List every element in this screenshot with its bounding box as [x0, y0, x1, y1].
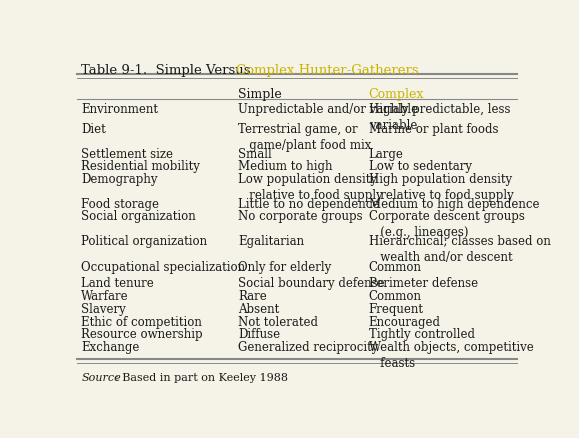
Text: Demography: Demography: [81, 173, 158, 186]
Text: Diet: Diet: [81, 124, 106, 136]
Text: Common: Common: [368, 290, 422, 303]
Text: Ethic of competition: Ethic of competition: [81, 316, 202, 328]
Text: Wealth objects, competitive
   feasts: Wealth objects, competitive feasts: [368, 341, 533, 370]
Text: Simple: Simple: [239, 88, 282, 101]
Text: Low to sedentary: Low to sedentary: [368, 160, 471, 173]
Text: Small: Small: [239, 148, 272, 161]
Text: Little to no dependence: Little to no dependence: [239, 198, 380, 211]
Text: Land tenure: Land tenure: [81, 277, 154, 290]
Text: Generalized reciprocity: Generalized reciprocity: [239, 341, 379, 354]
Text: Source: Source: [81, 373, 121, 383]
Text: Egalitarian: Egalitarian: [239, 235, 305, 247]
Text: Food storage: Food storage: [81, 198, 159, 211]
Text: Diffuse: Diffuse: [239, 328, 281, 342]
Text: Political organization: Political organization: [81, 235, 207, 247]
Text: No corporate groups: No corporate groups: [239, 210, 363, 223]
Text: Complex Hunter-Gatherers: Complex Hunter-Gatherers: [236, 64, 419, 78]
Text: Medium to high dependence: Medium to high dependence: [368, 198, 539, 211]
Text: Only for elderly: Only for elderly: [239, 261, 332, 274]
Text: Resource ownership: Resource ownership: [81, 328, 203, 342]
Text: Occupational specialization: Occupational specialization: [81, 261, 245, 274]
Text: Unpredictable and/or variable: Unpredictable and/or variable: [239, 103, 419, 116]
Text: Tightly controlled: Tightly controlled: [368, 328, 475, 342]
Text: Absent: Absent: [239, 303, 280, 316]
Text: Hierarchical; classes based on
   wealth and/or descent: Hierarchical; classes based on wealth an…: [368, 235, 551, 264]
Text: Rare: Rare: [239, 290, 267, 303]
Text: Social boundary defense: Social boundary defense: [239, 277, 385, 290]
Text: : Based in part on Keeley 1988: : Based in part on Keeley 1988: [115, 373, 288, 383]
Text: Common: Common: [368, 261, 422, 274]
Text: Social organization: Social organization: [81, 210, 196, 223]
Text: High population density
   relative to food supply: High population density relative to food…: [368, 173, 513, 202]
Text: Warfare: Warfare: [81, 290, 129, 303]
Text: Residential mobility: Residential mobility: [81, 160, 200, 173]
Text: Encouraged: Encouraged: [368, 316, 441, 328]
Text: Settlement size: Settlement size: [81, 148, 173, 161]
Text: Not tolerated: Not tolerated: [239, 316, 318, 328]
Text: Medium to high: Medium to high: [239, 160, 333, 173]
Text: Large: Large: [368, 148, 404, 161]
Text: Corporate descent groups
   (e.g., lineages): Corporate descent groups (e.g., lineages…: [368, 210, 525, 240]
Text: Marine or plant foods: Marine or plant foods: [368, 124, 498, 136]
Text: Low population density
   relative to food supply: Low population density relative to food …: [239, 173, 383, 202]
Text: Exchange: Exchange: [81, 341, 140, 354]
Text: Slavery: Slavery: [81, 303, 126, 316]
Text: Highly predictable, less
variable: Highly predictable, less variable: [368, 103, 510, 132]
Text: Perimeter defense: Perimeter defense: [368, 277, 478, 290]
Text: Terrestrial game, or
   game/plant food mix: Terrestrial game, or game/plant food mix: [239, 124, 372, 152]
Text: Complex: Complex: [368, 88, 424, 101]
Text: Table 9-1.  Simple Versus: Table 9-1. Simple Versus: [81, 64, 255, 78]
Text: Environment: Environment: [81, 103, 158, 116]
Text: Frequent: Frequent: [368, 303, 423, 316]
